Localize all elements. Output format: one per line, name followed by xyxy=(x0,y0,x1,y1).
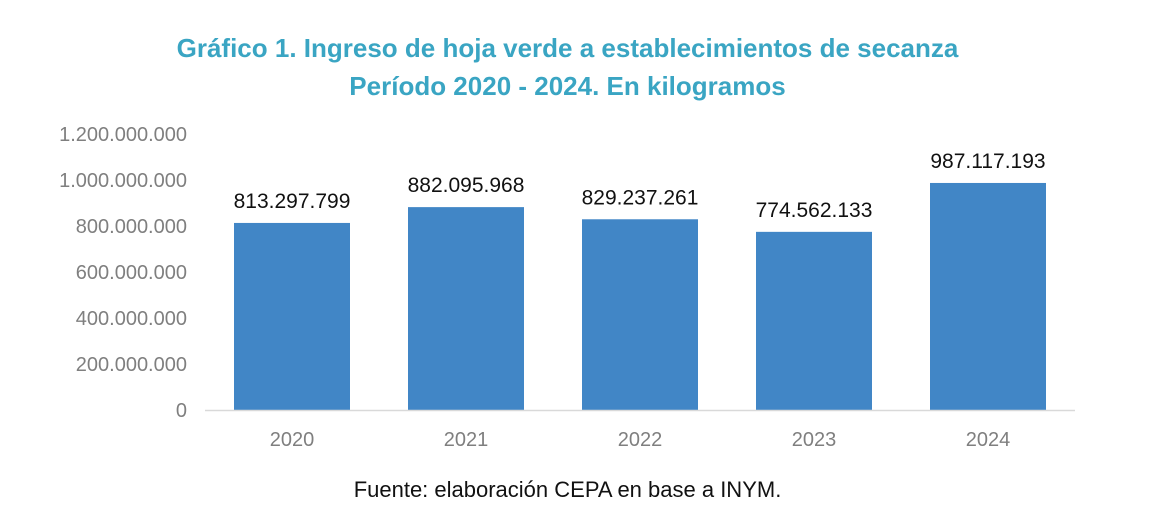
y-tick-label: 1.000.000.000 xyxy=(59,170,187,192)
source-note: Fuente: elaboración CEPA en base a INYM. xyxy=(353,477,782,502)
data-label: 774.562.133 xyxy=(756,199,873,222)
y-tick-label: 800.000.000 xyxy=(76,216,187,238)
bar xyxy=(234,222,350,410)
y-tick-label: 200.000.000 xyxy=(76,354,187,376)
bar xyxy=(408,207,524,410)
chart-title: Gráfico 1. Ingreso de hoja verde a estab… xyxy=(176,33,959,63)
x-tick-label: 2024 xyxy=(966,429,1011,451)
x-tick-label: 2021 xyxy=(444,429,489,451)
data-label: 987.117.193 xyxy=(930,150,1045,173)
y-tick-label: 400.000.000 xyxy=(76,308,187,330)
bar-chart: 0 200.000.000 400.000.000 600.000.000 800.00… xyxy=(59,124,1075,451)
data-label: 882.095.968 xyxy=(408,174,525,197)
y-tick-label: 600.000.000 xyxy=(76,262,187,284)
data-label: 829.237.261 xyxy=(582,186,699,209)
bar xyxy=(756,231,872,410)
bar xyxy=(582,219,698,410)
data-label: 813.297.799 xyxy=(234,190,351,213)
y-tick-label: 0 xyxy=(176,400,187,422)
x-tick-label: 2023 xyxy=(792,429,837,451)
chart-subtitle: Período 2020 - 2024. En kilogramos xyxy=(349,71,786,101)
bar xyxy=(930,182,1046,410)
y-tick-label: 1.200.000.000 xyxy=(59,124,187,146)
x-tick-label: 2022 xyxy=(618,429,663,451)
x-tick-label: 2020 xyxy=(270,429,315,451)
